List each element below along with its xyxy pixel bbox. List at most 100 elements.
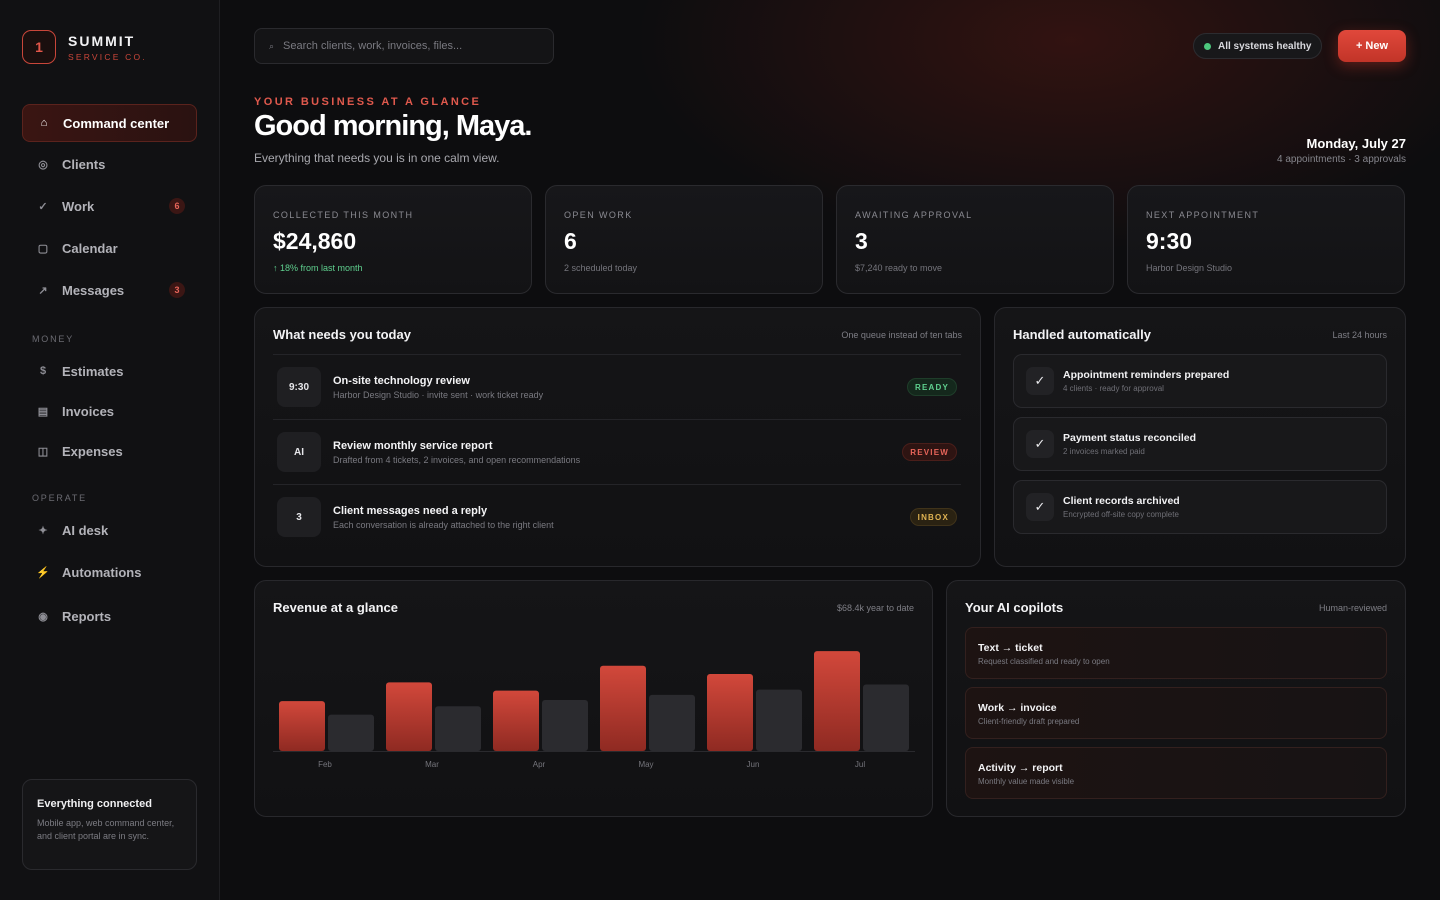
kpi-note: ↑ 18% from last month — [273, 263, 363, 273]
queue-item-technology-review[interactable]: 9:30 On-site technology review Harbor De… — [273, 354, 961, 419]
sidebar-item-expenses[interactable]: ◫ Expenses — [22, 432, 197, 470]
clients-icon: ◎ — [38, 158, 48, 171]
kpi-value: 9:30 — [1146, 228, 1193, 254]
sidebar-item-clients[interactable]: ◎ Clients — [22, 145, 197, 183]
check-icon: ✓ — [1026, 430, 1054, 458]
revenue-bar-jul[interactable] — [814, 651, 860, 751]
panel-meta: $68.4k year to date — [836, 603, 914, 613]
revenue-bar-apr[interactable] — [493, 690, 539, 751]
copilot-title: Text → ticket — [978, 642, 1043, 654]
time-badge: 9:30 — [277, 367, 321, 407]
comparison-bar-may[interactable] — [649, 694, 695, 751]
copilot-text-to-ticket[interactable]: Text → ticket Request classified and rea… — [965, 627, 1387, 679]
queue-item-client-messages[interactable]: 3 Client messages need a reply Each conv… — [273, 484, 961, 549]
comparison-bar-apr[interactable] — [542, 700, 588, 751]
search-icon: ⌕ — [269, 40, 275, 51]
status-badge-inbox: INBOX — [909, 508, 957, 526]
search-input[interactable] — [283, 40, 534, 52]
panel-title: Handled automatically — [1013, 327, 1151, 342]
kpi-value: $24,860 — [273, 228, 357, 254]
kpi-awaiting-approval[interactable]: AWAITING APPROVAL 3 $7,240 ready to move — [836, 185, 1114, 294]
expenses-icon: ◫ — [37, 445, 49, 458]
automation-item[interactable]: ✓ Client records archived Encrypted off-… — [1013, 480, 1387, 534]
sidebar-item-label: Estimates — [62, 363, 124, 379]
automation-title: Client records archived — [1063, 495, 1180, 507]
sidebar-item-label: AI desk — [62, 522, 109, 538]
kpi-open-work[interactable]: OPEN WORK 6 2 scheduled today — [545, 185, 823, 294]
revenue-bar-mar[interactable] — [386, 682, 432, 751]
revenue-bar-may[interactable] — [600, 665, 646, 751]
x-tick-label: May — [638, 760, 653, 769]
kpi-next-appointment[interactable]: NEXT APPOINTMENT 9:30 Harbor Design Stud… — [1127, 185, 1405, 294]
sidebar-item-label: Calendar — [62, 240, 118, 256]
dollar-icon: $ — [39, 365, 47, 377]
copilot-title: Work → invoice — [978, 702, 1057, 714]
date-summary: 4 appointments · 3 approvals — [1277, 154, 1406, 165]
new-button[interactable]: + New — [1338, 30, 1406, 62]
sync-status-card: Everything connected Mobile app, web com… — [22, 779, 197, 870]
sidebar-item-label: Expenses — [62, 443, 123, 459]
copilots-panel: Your AI copilots Human-reviewed Text → t… — [946, 580, 1406, 817]
sidebar-item-label: Clients — [62, 156, 106, 172]
automation-title: Appointment reminders prepared — [1063, 369, 1230, 381]
system-status-badge[interactable]: All systems healthy — [1193, 33, 1323, 59]
sidebar-item-automations[interactable]: ⚡ Automations — [22, 553, 197, 591]
sidebar-item-label: Messages — [62, 282, 125, 298]
panel-title: Your AI copilots — [965, 600, 1064, 615]
comparison-bar-mar[interactable] — [435, 706, 481, 751]
sidebar-item-messages[interactable]: ↗ Messages 3 — [22, 271, 197, 309]
sidebar-item-label: Work — [62, 198, 95, 214]
queue-item-title: On-site technology review — [333, 374, 470, 387]
copilot-subtitle: Request classified and ready to open — [978, 657, 1110, 666]
ai-badge: AI — [277, 432, 321, 472]
panel-title: Revenue at a glance — [273, 600, 398, 615]
work-count-badge: 6 — [169, 198, 185, 214]
kpi-label: COLLECTED THIS MONTH — [273, 210, 414, 220]
queue-item-subtitle: Harbor Design Studio · invite sent · wor… — [333, 389, 544, 400]
section-label-money: MONEY — [32, 334, 75, 344]
status-badge-review: REVIEW — [902, 443, 957, 461]
current-date: Monday, July 27 — [1306, 136, 1406, 151]
status-label: All systems healthy — [1218, 40, 1312, 52]
panel-meta: One queue instead of ten tabs — [841, 330, 962, 340]
kpi-collected[interactable]: COLLECTED THIS MONTH $24,860 ↑ 18% from … — [254, 185, 532, 294]
check-icon: ✓ — [1026, 367, 1054, 395]
reports-icon: ◉ — [38, 610, 48, 623]
x-tick-label: Jul — [855, 760, 865, 769]
revenue-bar-feb[interactable] — [279, 701, 325, 751]
queue-item-service-report[interactable]: AI Review monthly service report Drafted… — [273, 419, 961, 484]
comparison-bar-feb[interactable] — [328, 714, 374, 751]
sidebar-item-estimates[interactable]: $ Estimates — [22, 352, 197, 390]
search-bar[interactable]: ⌕ — [254, 28, 554, 64]
sync-card-title: Everything connected — [37, 798, 152, 810]
kpi-note: $7,240 ready to move — [855, 263, 943, 273]
copilot-activity-to-report[interactable]: Activity → report Monthly value made vis… — [965, 747, 1387, 799]
sidebar-item-reports[interactable]: ◉ Reports — [22, 597, 197, 635]
automation-item[interactable]: ✓ Appointment reminders prepared 4 clien… — [1013, 354, 1387, 408]
comparison-bar-jun[interactable] — [756, 689, 802, 751]
panel-title: What needs you today — [273, 327, 411, 342]
sidebar-item-ai-desk[interactable]: ✦ AI desk — [22, 511, 197, 549]
panel-meta: Last 24 hours — [1332, 330, 1387, 340]
sidebar-item-calendar[interactable]: ▢ Calendar — [22, 229, 197, 267]
comparison-bar-jul[interactable] — [863, 684, 909, 751]
copilot-subtitle: Client-friendly draft prepared — [978, 717, 1080, 726]
check-icon: ✓ — [38, 200, 48, 213]
automation-item[interactable]: ✓ Payment status reconciled 2 invoices m… — [1013, 417, 1387, 471]
revenue-bar-jun[interactable] — [707, 674, 753, 751]
copilot-work-to-invoice[interactable]: Work → invoice Client-friendly draft pre… — [965, 687, 1387, 739]
sidebar-item-label: Invoices — [62, 403, 115, 419]
x-tick-label: Jun — [747, 760, 760, 769]
sidebar-item-label: Command center — [63, 115, 170, 131]
brand-logo[interactable]: 1 SUMMIT SERVICE CO. — [22, 30, 147, 64]
x-tick-label: Mar — [425, 760, 439, 769]
bolt-icon: ⚡ — [36, 566, 50, 579]
sidebar-item-command-center[interactable]: ⌂ Command center — [22, 104, 197, 142]
calendar-icon: ▢ — [37, 242, 49, 255]
sidebar-item-work[interactable]: ✓ Work 6 — [22, 187, 197, 225]
home-icon: ⌂ — [40, 117, 48, 129]
today-queue-panel: What needs you today One queue instead o… — [254, 307, 981, 567]
sidebar-item-invoices[interactable]: ▤ Invoices — [22, 392, 197, 430]
kpi-label: NEXT APPOINTMENT — [1146, 210, 1260, 220]
x-tick-label: Feb — [318, 760, 332, 769]
